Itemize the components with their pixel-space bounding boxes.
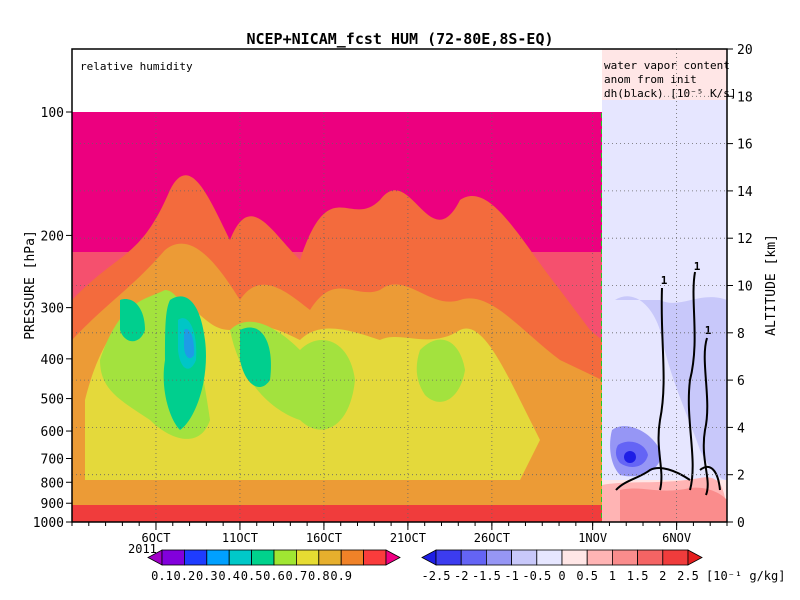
rh-heatmap — [72, 112, 602, 522]
contour-label: 1 — [705, 324, 712, 337]
colorbar-label: 0.3 — [196, 569, 218, 583]
colorbar-swatch — [318, 549, 342, 566]
colorbar-end-triangle — [385, 549, 401, 566]
right-panel-label-line: anom from init — [604, 73, 697, 86]
colorbar-label: -1 — [504, 569, 518, 583]
time-axis: 6OCT 11OCT 16OCT 21OCT 26OCT 1NOV 6NOV — [71, 522, 728, 545]
pressure-tick-label: 200 — [41, 229, 64, 244]
colorbar-swatch — [183, 549, 208, 566]
anomaly-panel: 1 1 1 — [602, 49, 727, 522]
pressure-tick-label: 1000 — [33, 516, 64, 531]
colorbar-label: 0.1 — [151, 569, 173, 583]
colorbar-label: 0.8 — [308, 569, 330, 583]
colorbar-swatch — [435, 549, 462, 566]
altitude-tick-label: 2 — [737, 469, 745, 484]
colorbar-swatch — [460, 549, 487, 566]
colorbar-swatch — [612, 549, 639, 566]
colorbar-swatch — [586, 549, 613, 566]
colorbar-label: 0.5 — [241, 569, 263, 583]
colorbar-label: 0 — [558, 569, 565, 583]
anomaly-unit-label: [10⁻¹ g/kg] — [706, 569, 785, 583]
y-axis-label-right: ALTITUDE [km] — [764, 234, 779, 336]
time-tick-label: 11OCT — [222, 531, 258, 545]
upper-blank-area — [72, 49, 602, 112]
year-label: 2011 — [128, 542, 157, 556]
altitude-tick-label: 8 — [737, 327, 745, 342]
altitude-tick-label: 4 — [737, 421, 745, 436]
colorbar-label: 0.5 — [576, 569, 598, 583]
contour-label: 1 — [694, 260, 701, 273]
right-panel-label: water vapor content anom from init dh(bl… — [604, 59, 736, 100]
time-tick-label: 6OCT — [142, 531, 171, 545]
colorbar-label: 1 — [609, 569, 616, 583]
altitude-tick-label: 12 — [737, 232, 753, 247]
left-panel-label: relative humidity — [80, 60, 193, 73]
altitude-tick-label: 0 — [737, 516, 745, 531]
colorbar-label: 0.2 — [174, 569, 196, 583]
colorbar-swatch — [206, 549, 230, 566]
pressure-tick-label: 900 — [41, 497, 64, 512]
pressure-tick-label: 700 — [41, 452, 64, 467]
pressure-tick-label: 300 — [41, 302, 64, 317]
altitude-tick-label: 20 — [737, 43, 753, 58]
time-tick-label: 1NOV — [578, 531, 607, 545]
time-tick-label: 21OCT — [390, 531, 426, 545]
contour-label: 1 — [661, 274, 668, 287]
colorbar-swatch — [273, 549, 297, 566]
colorbar-label: -1.5 — [472, 569, 501, 583]
pressure-axis: 100 200 300 400 500 600 700 800 900 1000 — [33, 106, 72, 531]
altitude-tick-label: 18 — [737, 90, 753, 105]
colorbar-label: -2.5 — [422, 569, 451, 583]
colorbar-swatch — [161, 549, 185, 566]
colorbar-swatch — [536, 549, 563, 566]
right-panel-label-line: water vapor content — [604, 59, 730, 72]
altitude-tick-label: 6 — [737, 374, 745, 389]
colorbar-label: 0.6 — [263, 569, 285, 583]
colorbar-label: 1.5 — [627, 569, 649, 583]
colorbar-swatch — [662, 549, 689, 566]
colorbar-swatch — [295, 549, 320, 566]
pressure-tick-label: 500 — [41, 393, 64, 408]
pressure-tick-label: 100 — [41, 106, 64, 121]
pressure-tick-label: 600 — [41, 425, 64, 440]
time-tick-label: 6NOV — [662, 531, 691, 545]
colorbar-label: 0.7 — [286, 569, 308, 583]
altitude-tick-label: 10 — [737, 280, 753, 295]
colorbar-label: 2.5 — [677, 569, 699, 583]
colorbar-swatch — [340, 549, 365, 566]
altitude-tick-label: 14 — [737, 185, 753, 200]
colorbar-label: -0.5 — [522, 569, 551, 583]
colorbar-swatch — [363, 549, 387, 566]
time-tick-label: 16OCT — [306, 531, 342, 545]
colorbar-end-triangle — [687, 549, 703, 566]
time-tick-label: 26OCT — [474, 531, 510, 545]
chart-title: NCEP+NICAM_fcst HUM (72-80E,8S-EQ) — [246, 30, 553, 48]
y-axis-label-left: PRESSURE [hPa] — [23, 230, 38, 340]
altitude-tick-label: 16 — [737, 138, 753, 153]
colorbar-label: 0.4 — [218, 569, 240, 583]
right-panel-label-line: dh(black) [10⁻⁵ K/s] — [604, 87, 736, 100]
colorbar-label: 2 — [659, 569, 666, 583]
grid-lines — [72, 49, 727, 522]
colorbar-swatch — [485, 549, 512, 566]
colorbar-swatch — [511, 549, 538, 566]
pressure-tick-label: 400 — [41, 353, 64, 368]
colorbar-swatch — [561, 549, 588, 566]
colorbar-swatch — [637, 549, 664, 566]
colorbar-swatch — [251, 549, 275, 566]
colorbar-label: 0.9 — [330, 569, 352, 583]
colorbar-swatch — [228, 549, 252, 566]
rh-colorbar: 0.1 0.2 0.3 0.4 0.5 0.6 0.7 0.8 0.9 — [147, 549, 401, 583]
colorbar-label: -2 — [454, 569, 468, 583]
pressure-tick-label: 800 — [41, 476, 64, 491]
anomaly-colorbar: -2.5 -2 -1.5 -1 -0.5 0 0.5 1 1.5 2 2.5 — [421, 549, 703, 583]
colorbar-end-triangle — [421, 549, 437, 566]
altitude-axis: 0 2 4 6 8 10 12 14 16 18 20 — [727, 43, 753, 531]
